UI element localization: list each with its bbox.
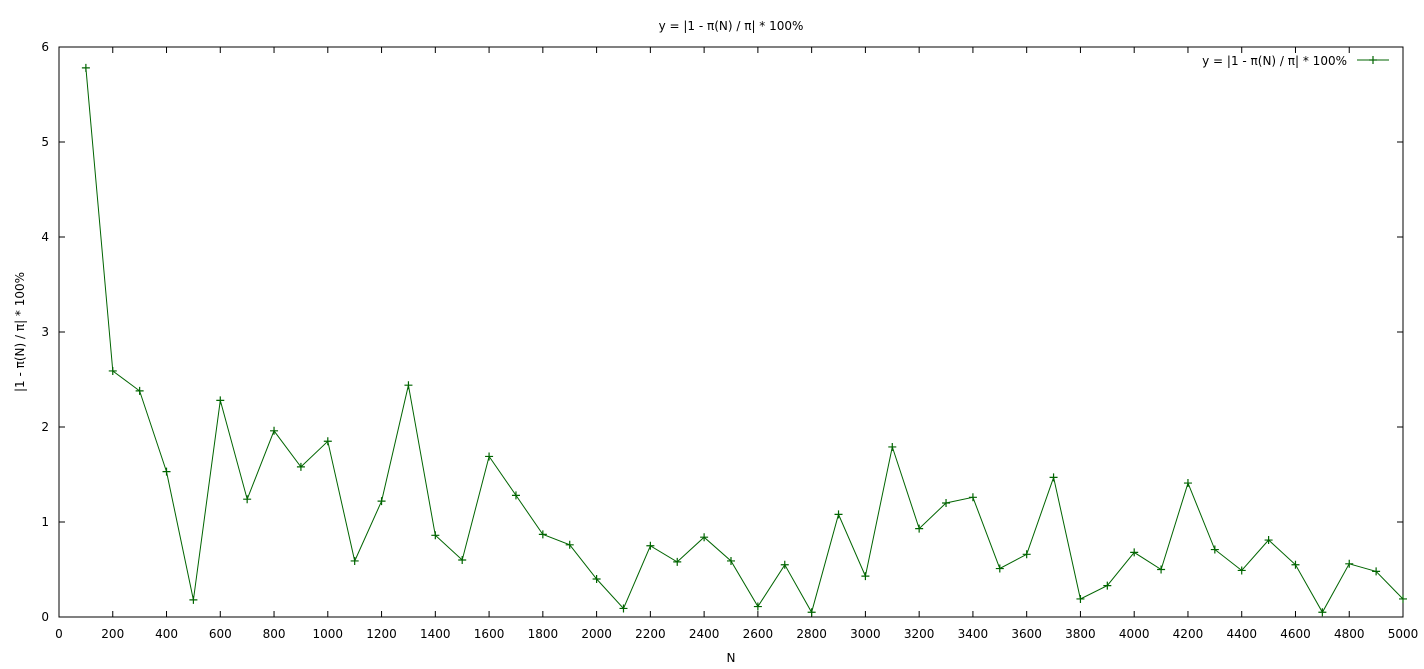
data-point [216, 396, 225, 405]
x-axis-ticks: 0 200 400 600 800 1000 1200 1400 1600 1800 2000 220… [55, 47, 1418, 641]
x-tick-label: 400 [155, 627, 178, 641]
data-point [1157, 565, 1166, 574]
data-point [377, 497, 386, 506]
x-tick-label: 3600 [1011, 627, 1042, 641]
x-tick-label: 800 [263, 627, 286, 641]
x-tick-label: 3800 [1065, 627, 1096, 641]
x-tick-label: 3000 [850, 627, 881, 641]
x-tick-label: 4800 [1334, 627, 1365, 641]
data-point [565, 540, 574, 549]
x-tick-label: 2000 [581, 627, 612, 641]
x-tick-label: 4600 [1280, 627, 1311, 641]
data-point [538, 530, 547, 539]
data-point [861, 572, 870, 581]
x-tick-label: 3400 [958, 627, 989, 641]
data-point [404, 381, 413, 390]
data-point [81, 63, 90, 72]
data-point [1183, 479, 1192, 488]
x-tick-label: 2800 [796, 627, 827, 641]
x-tick-label: 4000 [1119, 627, 1150, 641]
data-point [1345, 559, 1354, 568]
data-point [619, 604, 628, 613]
data-point [968, 493, 977, 502]
data-point [1264, 536, 1273, 545]
y-tick-label: 4 [41, 230, 49, 244]
x-tick-label: 1200 [366, 627, 397, 641]
data-point [162, 467, 171, 476]
data-point [1372, 567, 1381, 576]
data-point [350, 556, 359, 565]
data-point [135, 386, 144, 395]
data-point [1049, 473, 1058, 482]
data-point [1318, 608, 1327, 617]
legend-label: y = |1 - π(N) / π| * 100% [1202, 54, 1347, 68]
data-point [727, 556, 735, 565]
y-axis-label: |1 - π(N) / π| * 100% [13, 272, 27, 392]
x-tick-label: 200 [101, 627, 124, 641]
data-point [915, 524, 924, 533]
data-point [270, 426, 279, 435]
x-tick-label: 0 [55, 627, 63, 641]
data-point [458, 556, 467, 564]
x-tick-label: 1600 [474, 627, 505, 641]
data-point [807, 608, 816, 617]
y-axis-ticks: 0 1 2 3 4 5 6 [41, 40, 1403, 624]
x-tick-label: 600 [209, 627, 232, 641]
data-point [834, 510, 843, 519]
x-tick-label: 3200 [904, 627, 935, 641]
data-point [243, 495, 252, 504]
x-axis-label: N [727, 651, 736, 665]
x-tick-label: 2400 [689, 627, 720, 641]
plot-frame [58, 46, 1404, 618]
x-tick-label: 5000 [1388, 627, 1419, 641]
data-point [673, 557, 682, 566]
x-tick-label: 1400 [420, 627, 451, 641]
data-point [1399, 594, 1407, 603]
chart-title: y = |1 - π(N) / π| * 100% [659, 19, 804, 33]
y-tick-label: 3 [41, 325, 49, 339]
data-point [431, 531, 440, 540]
x-tick-label: 1000 [313, 627, 344, 641]
y-tick-label: 1 [41, 515, 49, 529]
data-point [511, 491, 520, 500]
y-tick-label: 5 [41, 135, 49, 149]
y-tick-label: 0 [41, 610, 49, 624]
data-point [995, 564, 1004, 573]
data-point [888, 442, 897, 451]
data-point [323, 437, 332, 446]
legend-marker [1369, 56, 1377, 64]
data-point [942, 499, 951, 507]
legend: y = |1 - π(N) / π| * 100% [1202, 54, 1389, 68]
data-point [1291, 560, 1300, 569]
series-layer [81, 63, 1407, 617]
series-line [85, 67, 1404, 614]
y-tick-label: 6 [41, 40, 49, 54]
data-point [1210, 545, 1219, 554]
data-point [1130, 548, 1139, 557]
data-point [189, 595, 198, 604]
data-point [753, 602, 762, 611]
x-tick-label: 2600 [743, 627, 774, 641]
data-point [108, 366, 117, 375]
x-tick-label: 1800 [528, 627, 559, 641]
x-tick-label: 2200 [635, 627, 666, 641]
data-point [485, 452, 494, 461]
data-point [646, 541, 655, 550]
data-point [1237, 566, 1246, 575]
data-point [700, 533, 709, 542]
data-point [1022, 550, 1031, 559]
data-point [780, 560, 789, 569]
data-point [592, 575, 601, 583]
x-tick-label: 4400 [1226, 627, 1257, 641]
x-tick-label: 4200 [1173, 627, 1204, 641]
y-tick-label: 2 [41, 420, 49, 434]
data-point [1076, 594, 1085, 603]
data-point [296, 462, 305, 471]
data-point [1103, 581, 1112, 590]
